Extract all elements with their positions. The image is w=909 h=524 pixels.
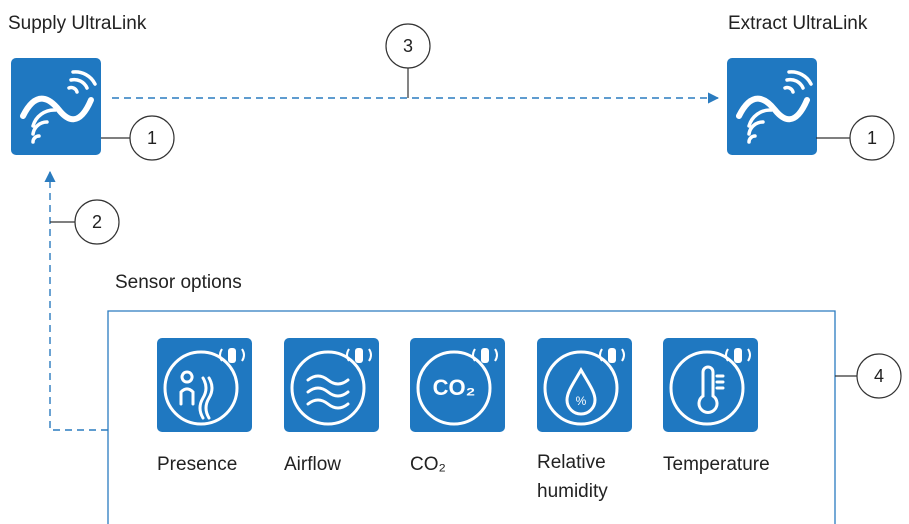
callout-number: 1 [147, 128, 157, 148]
sensor-device [608, 348, 616, 363]
sensor-ring [669, 350, 745, 426]
sensor-icon [410, 338, 505, 432]
sensor-icon [537, 338, 632, 432]
callout [856, 353, 902, 399]
callout-number: 4 [874, 366, 884, 386]
sensor-icon [663, 338, 758, 432]
callout [129, 115, 175, 161]
sensor-ring [416, 350, 492, 426]
callout-number: 1 [867, 128, 877, 148]
sensor-device [481, 348, 489, 363]
sensor-label: Presence [157, 454, 237, 475]
sensor-waves [725, 348, 751, 362]
sensor-icon-text: CO₂ [433, 375, 476, 400]
sensor: Presence [157, 338, 252, 475]
sensor-glyph-text: % [576, 394, 587, 408]
sensor-ring [290, 350, 366, 426]
sensor-device [228, 348, 236, 363]
sensor-glyph [565, 366, 597, 416]
sensor-label: Airflow [284, 454, 341, 475]
sensor-device [734, 348, 742, 363]
extract-icon [727, 58, 817, 155]
sensor-box [107, 310, 836, 524]
sensor-label: Temperature [663, 454, 770, 475]
callout [385, 23, 431, 69]
extract-label: Extract UltraLink [728, 13, 868, 34]
sensor-device [355, 348, 363, 363]
supply-icon [11, 58, 101, 155]
sensor-waves [472, 348, 498, 362]
sensor: % Relative humidity [537, 338, 632, 502]
sensor: Temperature [663, 338, 770, 475]
callout-number: 3 [403, 36, 413, 56]
sensor: Airflow [284, 338, 379, 475]
sensor-ring [163, 350, 239, 426]
callout [74, 199, 120, 245]
sensor-glyph [306, 374, 350, 410]
sensor-link [44, 170, 108, 431]
callout-number: 2 [92, 212, 102, 232]
sensor-label: humidity [537, 481, 608, 502]
sensor-label: Relative [537, 452, 606, 473]
sensor-waves [599, 348, 625, 362]
sensor-ring [543, 350, 619, 426]
sensor-list: Presence Airflow CO₂ CO₂% Relative humidity Te… [157, 338, 770, 502]
sensor-waves [219, 348, 245, 362]
sensor-glyph [179, 370, 214, 420]
callout [849, 115, 895, 161]
sensor-glyph [697, 365, 725, 414]
sensor-label: CO₂ [410, 454, 446, 475]
sensor-group-title: Sensor options [115, 272, 242, 293]
supply-label: Supply UltraLink [8, 13, 147, 34]
sensor-waves [346, 348, 372, 362]
sensor-icon [284, 338, 379, 432]
sensor: CO₂ CO₂ [410, 338, 505, 475]
